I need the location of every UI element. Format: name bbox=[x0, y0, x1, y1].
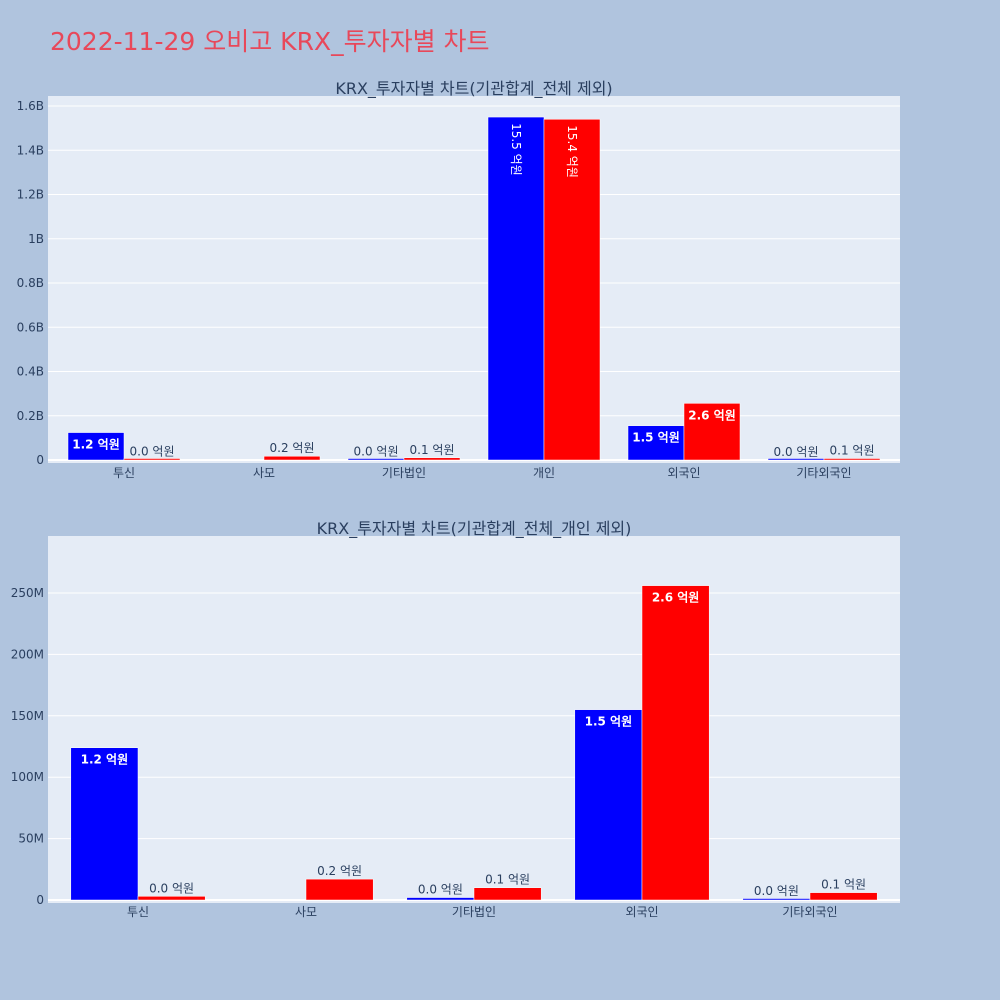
bar-sell bbox=[403, 457, 461, 461]
data-label: 2.6 억원 bbox=[652, 591, 700, 605]
data-label: 2.6 억원 bbox=[688, 408, 736, 422]
x-tick-label: 투신 bbox=[127, 905, 149, 919]
data-label: 1.2 억원 bbox=[81, 753, 129, 767]
y-tick-label: 250M bbox=[11, 586, 44, 600]
data-label: 1.2 억원 bbox=[72, 438, 120, 452]
data-label: 0.0 억원 bbox=[149, 881, 194, 895]
y-tick-label: 1.6B bbox=[17, 99, 44, 113]
bar-sell bbox=[305, 878, 374, 901]
chart-title: KRX_투자자별 차트(기관합계_전체_개인 제외) bbox=[317, 519, 632, 539]
y-tick-label: 200M bbox=[11, 647, 44, 661]
data-label: 1.5 억원 bbox=[632, 431, 680, 445]
data-label: 0.0 억원 bbox=[418, 883, 463, 897]
bar-sell bbox=[473, 887, 542, 901]
x-tick-label: 기타법인 bbox=[382, 466, 426, 480]
plot-area bbox=[48, 96, 900, 463]
bar-buy bbox=[627, 425, 685, 461]
x-tick-label: 사모 bbox=[253, 466, 275, 480]
data-label: 0.0 억원 bbox=[774, 445, 819, 459]
x-tick-label: 기타외국인 bbox=[796, 466, 851, 480]
bar-sell bbox=[809, 892, 878, 901]
bar-sell bbox=[123, 458, 181, 461]
data-label: 0.1 억원 bbox=[410, 443, 455, 457]
y-tick-label: 0.4B bbox=[17, 365, 44, 379]
x-tick-label: 사모 bbox=[295, 905, 317, 919]
x-tick-label: 외국인 bbox=[667, 466, 700, 480]
bar-buy bbox=[70, 747, 139, 901]
bar-buy bbox=[406, 897, 475, 901]
data-label: 0.1 억원 bbox=[830, 444, 875, 458]
data-label: 0.0 억원 bbox=[130, 444, 175, 458]
y-tick-label: 0.8B bbox=[17, 276, 44, 290]
y-tick-label: 0.2B bbox=[17, 409, 44, 423]
data-label: 0.2 억원 bbox=[270, 441, 315, 455]
y-tick-label: 150M bbox=[11, 709, 44, 723]
y-tick-label: 100M bbox=[11, 770, 44, 784]
y-tick-label: 1.4B bbox=[17, 143, 44, 157]
bar-sell bbox=[823, 458, 881, 461]
data-label: 15.5 억원 bbox=[509, 123, 523, 176]
data-label: 15.4 억원 bbox=[565, 125, 579, 178]
bar-buy bbox=[742, 898, 811, 901]
bar-buy bbox=[487, 116, 545, 461]
bar-sell bbox=[263, 455, 321, 461]
data-label: 0.1 억원 bbox=[821, 878, 866, 892]
x-tick-label: 투신 bbox=[113, 466, 135, 480]
data-label: 0.0 억원 bbox=[354, 445, 399, 459]
bar-buy bbox=[574, 709, 643, 901]
data-label: 0.2 억원 bbox=[317, 864, 362, 878]
y-tick-label: 0 bbox=[36, 453, 44, 467]
page-title: 2022-11-29 오비고 KRX_투자자별 차트 bbox=[50, 27, 490, 56]
bar-sell bbox=[543, 119, 601, 461]
x-tick-label: 기타법인 bbox=[452, 905, 496, 919]
plot-area bbox=[48, 536, 900, 903]
y-tick-label: 0.6B bbox=[17, 320, 44, 334]
bar-sell bbox=[683, 403, 741, 461]
x-tick-label: 개인 bbox=[533, 466, 555, 480]
data-label: 0.1 억원 bbox=[485, 873, 530, 887]
data-label: 0.0 억원 bbox=[754, 884, 799, 898]
y-tick-label: 1.2B bbox=[17, 188, 44, 202]
bar-sell bbox=[137, 896, 206, 901]
y-tick-label: 0 bbox=[36, 893, 44, 907]
x-tick-label: 외국인 bbox=[625, 905, 658, 919]
x-tick-label: 기타외국인 bbox=[782, 905, 837, 919]
data-label: 1.5 억원 bbox=[585, 715, 633, 729]
y-tick-label: 1B bbox=[28, 232, 44, 246]
bar-sell bbox=[641, 585, 710, 901]
y-tick-label: 50M bbox=[18, 832, 44, 846]
bar-buy bbox=[67, 432, 125, 461]
chart-title: KRX_투자자별 차트(기관합계_전체 제외) bbox=[335, 79, 612, 99]
